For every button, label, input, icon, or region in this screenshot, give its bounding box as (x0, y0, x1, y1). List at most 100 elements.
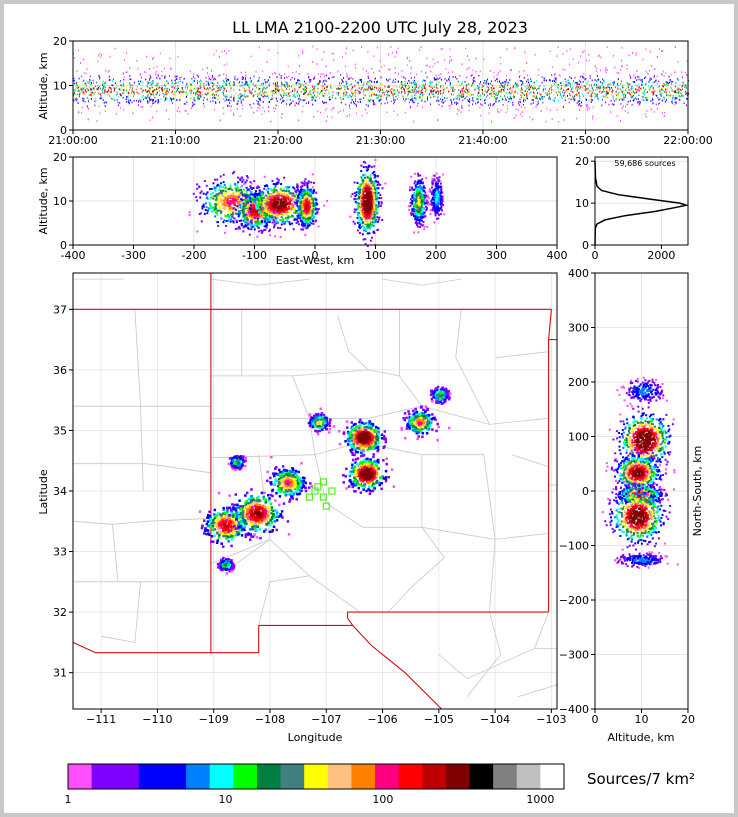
source-point (491, 120, 492, 123)
ew-density-cell (236, 227, 239, 230)
source-point (184, 110, 186, 112)
source-point (83, 58, 85, 61)
source-point (378, 87, 380, 89)
source-point (239, 98, 241, 101)
source-point (149, 74, 151, 77)
source-point (632, 90, 634, 93)
source-point (76, 81, 78, 84)
source-point (250, 91, 252, 93)
source-point (380, 95, 382, 97)
source-point (177, 87, 179, 90)
source-point (553, 98, 555, 101)
ew-density-cell (238, 225, 241, 228)
source-point (190, 83, 192, 86)
source-point (307, 87, 309, 90)
source-point (632, 99, 634, 102)
source-point (615, 99, 617, 101)
source-point (601, 91, 603, 93)
source-point (120, 94, 122, 96)
source-point (436, 85, 437, 88)
source-point (528, 88, 530, 91)
source-point (395, 78, 396, 81)
source-point (504, 83, 506, 86)
source-point (523, 77, 525, 79)
source-point (148, 87, 150, 89)
source-point (663, 75, 665, 77)
source-point (664, 84, 666, 86)
source-point (526, 95, 528, 97)
source-point (532, 118, 534, 121)
source-point (637, 83, 639, 86)
source-point (292, 72, 294, 74)
source-point (550, 90, 552, 93)
source-point (575, 87, 576, 89)
source-point (136, 99, 138, 102)
source-point (346, 47, 348, 50)
source-point (393, 98, 395, 101)
source-point (131, 92, 132, 94)
ew-density-cell (214, 215, 217, 218)
source-point (467, 91, 469, 93)
source-point (436, 83, 438, 86)
ew-density-cell (196, 230, 199, 233)
ew-density-cell (212, 197, 215, 200)
source-point (395, 95, 397, 98)
figure-title: LL LMA 2100-2200 UTC July 28, 2023 (232, 18, 528, 37)
source-point (626, 68, 628, 70)
source-point (636, 85, 638, 87)
source-point (190, 92, 192, 94)
source-point (318, 73, 319, 75)
source-point (268, 110, 270, 113)
source-point (524, 107, 526, 109)
source-point (99, 76, 101, 79)
source-point (159, 90, 161, 92)
source-point (616, 115, 618, 117)
source-point (309, 79, 311, 81)
source-point (83, 79, 85, 82)
source-point (469, 101, 471, 104)
source-point (321, 85, 323, 87)
source-point (526, 62, 528, 64)
source-point (212, 97, 214, 99)
source-point (582, 93, 583, 96)
source-point (207, 92, 209, 95)
source-point (368, 87, 370, 89)
source-point (533, 81, 535, 84)
source-point (610, 99, 612, 102)
ew-density-cell (215, 207, 218, 210)
source-point (463, 93, 465, 96)
source-point (162, 92, 164, 95)
source-point (437, 97, 439, 99)
source-point (505, 111, 507, 114)
source-point (148, 92, 150, 95)
source-point (397, 114, 399, 116)
source-point (318, 83, 320, 86)
source-point (682, 81, 684, 84)
ew-density-cell (269, 234, 271, 237)
figure-frame (4, 4, 734, 813)
source-point (672, 90, 674, 93)
source-point (602, 90, 604, 93)
source-point (238, 82, 240, 84)
source-point (107, 71, 109, 73)
source-point (491, 84, 493, 87)
ew-density-cell (242, 226, 245, 229)
source-point (532, 102, 534, 104)
source-point (488, 112, 490, 114)
source-point (596, 67, 598, 70)
source-point (519, 98, 521, 101)
source-point (602, 78, 604, 81)
source-point (81, 88, 83, 91)
source-point (391, 92, 393, 94)
source-point (553, 89, 555, 91)
source-point (213, 77, 215, 79)
source-point (423, 79, 425, 81)
source-point (530, 103, 532, 105)
ew-density-cell (207, 198, 210, 201)
source-point (191, 81, 193, 84)
source-point (230, 99, 232, 102)
source-point (583, 77, 585, 79)
source-point (603, 81, 605, 83)
source-point (656, 75, 658, 78)
source-point (271, 98, 273, 100)
